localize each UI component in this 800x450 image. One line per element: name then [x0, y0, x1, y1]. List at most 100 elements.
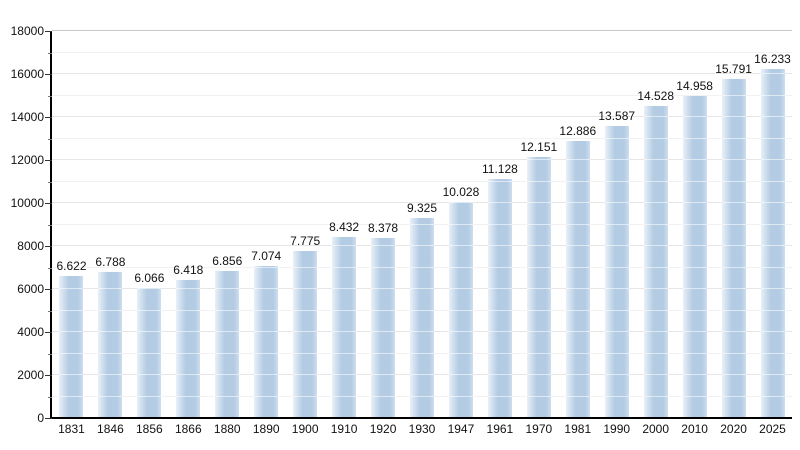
- bar-1910: [332, 236, 357, 418]
- gridline-overlay: [52, 180, 792, 182]
- gridline-overlay: [52, 116, 792, 117]
- gridline-overlay: [52, 223, 792, 225]
- y-tick: [48, 310, 52, 312]
- bar-value-label: 6.066: [134, 270, 165, 285]
- gridline-overlay: [52, 309, 792, 311]
- y-tick: [45, 74, 52, 75]
- y-tick: [48, 181, 52, 183]
- gridline-overlay: [52, 51, 792, 53]
- x-tick-label: 1990: [603, 422, 631, 436]
- y-tick: [48, 95, 52, 97]
- y-tick: [45, 160, 52, 161]
- bar-1880: [215, 270, 240, 418]
- gridline-overlay: [52, 202, 792, 203]
- bar-1961: [487, 178, 512, 418]
- bar-1866: [176, 280, 201, 418]
- bar-value-label: 11.128: [481, 161, 518, 176]
- x-tick-label: 1970: [525, 422, 553, 436]
- bar-value-label: 16.233: [754, 52, 791, 66]
- bar-2000: [643, 105, 668, 418]
- bar-value-label: 12.886: [559, 123, 597, 138]
- bar-value-label: 10.028: [442, 185, 480, 200]
- gridline-overlay: [52, 73, 792, 74]
- bar-value-label: 14.528: [637, 88, 675, 103]
- gridline-overlay: [52, 331, 792, 332]
- y-tick: [48, 138, 52, 140]
- y-tick-label: 18000: [10, 24, 44, 38]
- bar-1890: [254, 265, 279, 418]
- y-tick: [45, 375, 52, 376]
- y-tick-label: 0: [37, 411, 44, 425]
- gridline-overlay: [52, 245, 792, 246]
- x-tick-label: 1961: [486, 422, 514, 436]
- gridline-overlay: [52, 159, 792, 160]
- x-tick-label: 2010: [681, 422, 708, 436]
- bar-value-label: 14.958: [676, 79, 713, 94]
- bar-1930: [410, 217, 434, 418]
- bar-1900: [293, 250, 318, 418]
- bar-value-label: 9.325: [406, 200, 438, 215]
- bar-value-label: 8.432: [329, 219, 360, 234]
- bar-1920: [371, 237, 396, 418]
- x-tick-label: 1866: [174, 422, 202, 436]
- x-axis-line: [50, 417, 792, 419]
- bar-2025: [760, 69, 785, 418]
- gridline-overlay: [52, 352, 792, 354]
- gridline-overlay: [52, 374, 792, 375]
- gridline-overlay: [52, 94, 792, 96]
- gridline: [52, 30, 792, 31]
- gridline-overlay: [52, 395, 792, 397]
- x-tick-label: 1947: [447, 422, 475, 436]
- bar-value-label: 8.378: [368, 220, 399, 235]
- y-tick: [45, 117, 52, 118]
- gridline-overlay: [52, 288, 792, 289]
- x-tick-label: 1910: [330, 422, 358, 436]
- bar-value-label: 7.775: [290, 233, 321, 248]
- bar-1846: [98, 272, 123, 418]
- y-tick: [45, 332, 52, 333]
- x-tick-label: 1880: [213, 422, 241, 436]
- plot-area: 6.622 6.788 6.066 6.418 6.856 7.074 7.775 8.432…: [52, 30, 792, 418]
- gridline-overlay: [52, 137, 792, 139]
- bar-value-label: 15.791: [715, 61, 752, 76]
- bar-value-label: 6.788: [95, 255, 126, 270]
- y-tick: [48, 224, 52, 226]
- y-tick-label: 16000: [10, 67, 44, 81]
- x-tick-label: 1920: [369, 422, 397, 436]
- y-tick-label: 12000: [10, 153, 44, 167]
- y-tick: [45, 31, 52, 32]
- x-tick-label: 1846: [97, 422, 124, 436]
- x-tick-label: 1930: [408, 422, 436, 436]
- y-tick-label: 2000: [17, 368, 44, 382]
- bar-value-label: 6.418: [173, 263, 204, 278]
- y-tick: [45, 289, 52, 290]
- y-tick: [45, 203, 52, 204]
- y-tick-label: 10000: [10, 196, 44, 210]
- y-tick: [48, 396, 52, 398]
- x-tick-label: 1856: [136, 422, 163, 436]
- y-tick: [48, 267, 52, 269]
- x-tick-label: 2025: [759, 422, 786, 436]
- x-tick-label: 2020: [720, 422, 747, 436]
- y-tick-label: 8000: [17, 239, 44, 253]
- bar-2010: [682, 96, 707, 418]
- y-tick-label: 14000: [10, 110, 44, 124]
- bar-1831: [59, 275, 84, 418]
- bar-value-label: 6.856: [212, 253, 243, 268]
- x-tick-label: 1981: [564, 422, 592, 436]
- y-tick: [48, 52, 52, 54]
- x-tick-label: 1900: [291, 422, 319, 436]
- y-tick: [45, 418, 52, 419]
- bar-value-label: 6.622: [56, 258, 87, 273]
- bar-1981: [565, 140, 590, 418]
- y-tick: [48, 353, 52, 355]
- bar-2020: [721, 78, 746, 418]
- gridline-overlay: [52, 266, 792, 268]
- x-tick-label: 2000: [642, 422, 670, 436]
- y-tick-label: 6000: [17, 282, 44, 296]
- x-tick-label: 1890: [252, 422, 280, 436]
- bar-value-label: 12.151: [520, 139, 558, 154]
- y-tick-label: 4000: [17, 325, 44, 339]
- x-tick-label: 1831: [58, 422, 85, 436]
